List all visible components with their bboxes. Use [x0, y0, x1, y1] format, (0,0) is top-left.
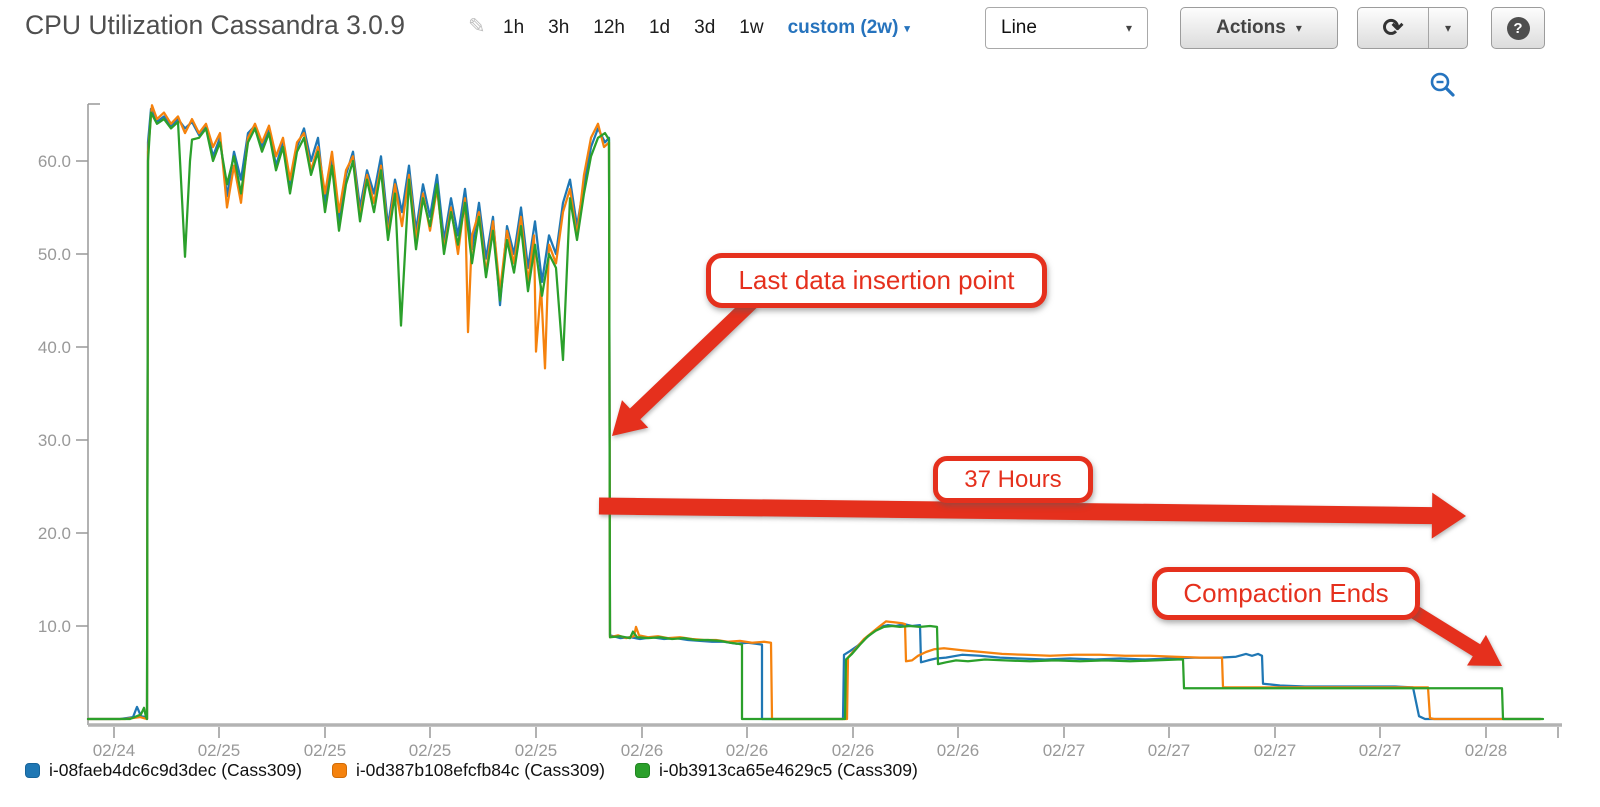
x-tick-label: 02/26	[937, 741, 980, 760]
hours-37-arrow	[598, 492, 1466, 539]
time-range-group: 1h 3h 12h 1d 3d 1w custom (2w) ▾	[503, 17, 910, 39]
chevron-down-icon: ▾	[1444, 21, 1452, 35]
series-line-orange	[86, 104, 1543, 721]
series-line-green	[86, 111, 1545, 721]
x-tick-label: 02/25	[515, 741, 558, 760]
chevron-down-icon: ▾	[904, 22, 910, 35]
x-tick-label: 02/25	[304, 741, 347, 760]
y-tick-label: 50.0	[38, 245, 71, 264]
y-tick-label: 10.0	[38, 617, 71, 636]
actions-button[interactable]: Actions ▾	[1180, 7, 1338, 49]
page-title: CPU Utilization Cassandra 3.0.9	[25, 10, 406, 40]
actions-label: Actions	[1216, 17, 1286, 38]
x-tick-label: 02/27	[1148, 741, 1191, 760]
x-tick-label: 02/25	[409, 741, 452, 760]
x-tick-label: 02/26	[726, 741, 769, 760]
legend: i-08faeb4dc6c9d3dec (Cass309) i-0d387b10…	[25, 760, 918, 781]
x-tick-label: 02/26	[621, 741, 664, 760]
x-tick-label: 02/25	[198, 741, 241, 760]
last-data-insertion-callout: Last data insertion point	[706, 253, 1047, 308]
refresh-button[interactable]: ⟳	[1358, 8, 1429, 48]
x-tick-label: 02/27	[1043, 741, 1086, 760]
legend-label: i-0b3913ca65e4629c5 (Cass309)	[659, 760, 918, 780]
chevron-down-icon: ▾	[1295, 21, 1302, 35]
range-1h[interactable]: 1h	[503, 17, 525, 38]
range-1d[interactable]: 1d	[648, 17, 671, 38]
legend-swatch-orange	[331, 763, 347, 778]
x-tick-label: 02/26	[832, 741, 875, 760]
legend-item-green[interactable]: i-0b3913ca65e4629c5 (Cass309)	[635, 760, 918, 781]
legend-item-orange[interactable]: i-0d387b108efcfb84c (Cass309)	[331, 760, 606, 781]
chart-type-value: Line	[1001, 17, 1037, 38]
range-3d[interactable]: 3d	[694, 17, 716, 38]
legend-swatch-blue	[25, 763, 40, 778]
legend-swatch-green	[635, 763, 651, 778]
compaction-ends-callout: Compaction Ends	[1152, 567, 1420, 620]
range-custom-2w[interactable]: custom (2w) ▾	[788, 17, 910, 39]
zoom-out-magnifier-icon[interactable]	[1428, 70, 1458, 100]
legend-label: i-0d387b108efcfb84c (Cass309)	[355, 760, 606, 780]
legend-item-blue[interactable]: i-08faeb4dc6c9d3dec (Cass309)	[25, 760, 302, 781]
legend-label: i-08faeb4dc6c9d3dec (Cass309)	[49, 760, 302, 780]
y-tick-label: 20.0	[38, 524, 71, 543]
hours-37-callout: 37 Hours	[933, 456, 1093, 503]
help-button[interactable]: ?	[1491, 7, 1545, 49]
refresh-icon: ⟳	[1382, 14, 1404, 42]
y-tick-label: 40.0	[38, 338, 71, 357]
y-tick-label: 60.0	[38, 152, 71, 171]
edit-pencil-icon[interactable]: ✎	[468, 15, 486, 38]
range-12h[interactable]: 12h	[593, 17, 625, 38]
range-custom-label: custom (2w)	[787, 17, 899, 38]
refresh-split-button: ⟳ ▾	[1357, 7, 1468, 49]
help-icon: ?	[1506, 16, 1530, 40]
x-tick-label: 02/27	[1359, 741, 1402, 760]
x-tick-label: 02/28	[1465, 741, 1508, 760]
series-line-blue	[86, 107, 1542, 721]
chevron-down-icon: ▾	[1125, 21, 1132, 35]
range-3h[interactable]: 3h	[548, 17, 570, 38]
compaction-ends-arrow	[1396, 597, 1502, 666]
y-tick-label: 30.0	[38, 431, 71, 450]
refresh-menu-button[interactable]: ▾	[1429, 8, 1467, 48]
range-1w[interactable]: 1w	[739, 17, 764, 38]
x-tick-label: 02/27	[1254, 741, 1297, 760]
last-data-insertion-arrow	[612, 296, 758, 436]
annotation-arrows	[598, 296, 1502, 666]
chart-type-select[interactable]: Line ▾	[985, 7, 1148, 49]
x-tick-label: 02/24	[93, 741, 136, 760]
